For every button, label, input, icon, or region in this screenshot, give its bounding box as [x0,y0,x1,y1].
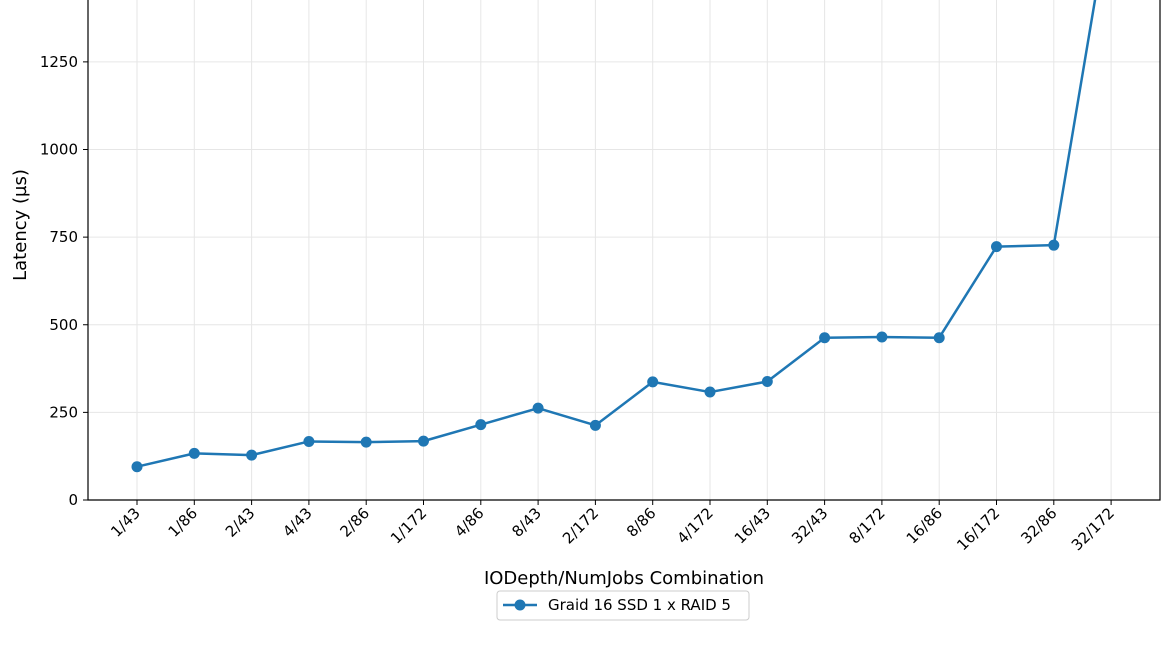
data-point [303,435,315,447]
x-tick-label: 2/172 [559,504,602,547]
y-tick-label: 1000 [40,141,78,159]
legend-label: Graid 16 SSD 1 x RAID 5 [548,596,731,614]
x-tick-label: 1/86 [165,504,202,541]
data-point [475,419,487,431]
data-point [819,332,831,344]
data-point [188,447,200,459]
grid-lines [88,0,1160,501]
x-tick-label: 4/43 [279,504,316,541]
y-tick-label: 1250 [40,53,78,71]
x-tick-label: 16/43 [731,504,774,547]
x-axis-title: IODepth/NumJobs Combination [484,568,764,589]
x-tick-label: 2/86 [336,504,373,541]
data-point [360,436,372,448]
data-point [704,386,716,398]
legend-dot-marker [514,599,526,611]
data-point [246,449,258,461]
x-tick-label: 32/86 [1017,504,1060,547]
axes: 02505007501000125015001/431/862/434/432/… [40,0,1161,554]
x-tick-label: 8/86 [623,504,660,541]
y-tick-label: 0 [68,491,78,509]
legend-box [496,590,750,621]
legend: Graid 16 SSD 1 x RAID 5 [496,590,750,621]
data-point [532,402,544,414]
x-tick-label: 1/172 [387,504,430,547]
data-point [1048,239,1060,251]
x-tick-label: 32/43 [788,504,831,547]
x-tick-label: 8/172 [845,504,888,547]
x-tick-label: 1/43 [107,504,144,541]
x-tick-label: 8/43 [508,504,545,541]
data-point [131,461,143,473]
data-point [418,435,429,447]
data-point [647,376,659,388]
x-tick-label: 4/172 [674,504,717,547]
axes-frame [87,0,1161,501]
x-tick-label: 16/86 [903,504,946,547]
y-tick-label: 750 [49,228,78,246]
x-tick-label: 32/172 [1068,504,1118,554]
series-line [136,0,1097,468]
data-point [991,241,1002,253]
data-point [589,419,601,431]
x-tick-label: 2/43 [222,504,259,541]
data-point [761,376,773,388]
plot-area [131,0,1097,473]
y-tick-label: 250 [49,403,78,421]
data-point [933,332,945,344]
data-point [876,331,888,343]
y-axis-title: Latency (µs) [10,169,31,281]
x-tick-label: 4/86 [451,504,488,541]
x-tick-label: 16/172 [953,504,1003,554]
y-tick-label: 500 [49,316,78,334]
